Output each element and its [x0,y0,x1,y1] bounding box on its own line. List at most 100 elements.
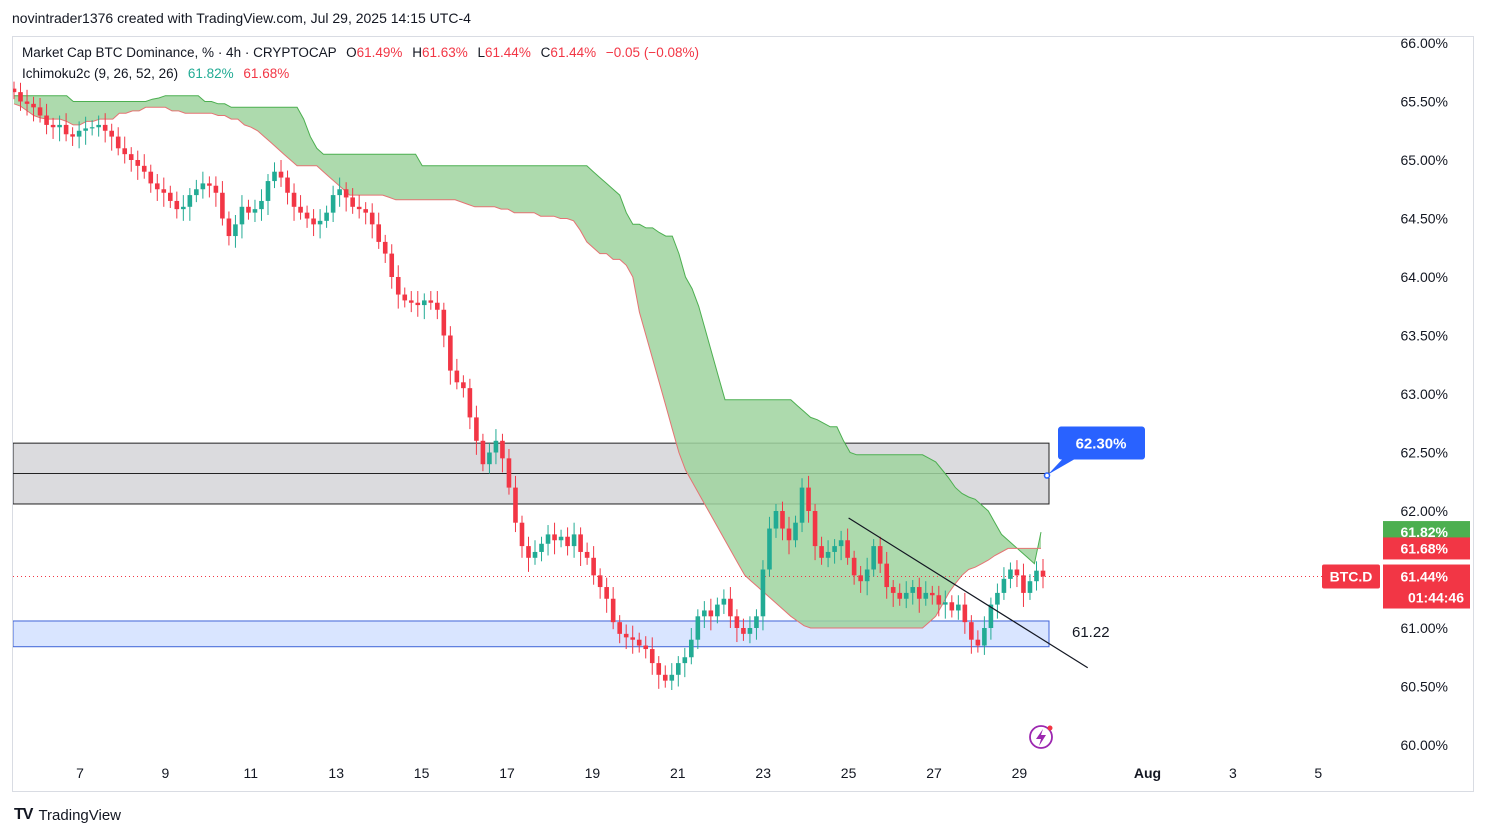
candle-body [89,127,95,129]
ohlc-open: 61.49% [356,45,403,60]
candle [799,478,805,533]
candle [662,665,668,688]
candle [675,656,681,687]
candle-body [474,417,479,441]
candle [923,581,929,606]
tradingview-footer[interactable]: TV TradingView [14,806,121,824]
candle-body [402,294,408,301]
candle [181,195,186,221]
candle [623,624,629,650]
candle-body [962,604,968,623]
price-change: −0.05 (−0.08%) [605,45,699,60]
candle [734,609,740,643]
candle [943,590,948,619]
candle-body [389,253,395,277]
candle [70,127,75,146]
candle-body [1001,578,1007,593]
candle-body [187,195,193,207]
candle [825,540,831,568]
ohlc-open-label: O [346,45,357,60]
candle [428,291,434,310]
candle [1040,558,1046,589]
candle-body [1040,570,1046,577]
candle [141,154,147,179]
candle [330,185,336,223]
candle-body [1027,581,1033,593]
x-tick-label: 9 [162,765,170,781]
candle-body [995,592,1000,605]
candle [76,121,82,149]
candle-body [1021,575,1026,593]
indicator-legend[interactable]: Ichimoku2c (9, 26, 52, 26) 61.82% 61.68% [22,66,289,81]
candle [656,656,662,689]
candle-body [128,154,134,160]
candle [754,609,759,640]
candle-body [376,224,382,242]
candle [148,164,154,193]
candle [780,501,785,541]
x-tick-label: 21 [670,765,686,781]
candle [747,616,753,644]
candle-body [929,592,935,596]
candle [597,568,603,599]
candle [272,162,277,189]
ohlc-close: 61.44% [550,45,597,60]
support-label: 61.22 [1072,624,1110,641]
candle-body [428,300,434,303]
candle-body [695,616,701,640]
candle [493,429,499,465]
candle-body [819,546,824,558]
candle-body [278,171,284,178]
candle [552,522,557,555]
candle [324,205,329,228]
candle-body [441,309,447,336]
candle-body [24,101,30,104]
candle-body [623,633,629,638]
candle [949,595,955,618]
candle [545,525,551,556]
candle [337,177,342,207]
candle-body [773,511,779,529]
candle-body [767,528,772,570]
lightning-icon-bolt [1036,729,1046,746]
candle [689,628,694,665]
candle-body [897,592,903,599]
ohlc-low: 61.44% [485,45,531,60]
cloud-span-a [14,95,1042,565]
x-tick-label: 11 [244,765,259,781]
y-tick-label: 60.00% [1401,737,1448,753]
candle [474,405,479,455]
candle [969,615,974,654]
candle-body [356,206,362,210]
candle-body [656,663,662,675]
candle-body [154,183,160,190]
candle [448,326,453,385]
candle-body [956,604,961,611]
candle [102,113,108,143]
candle [571,522,577,558]
candle-body [246,206,251,213]
candle [864,557,870,596]
candle-body [597,575,603,588]
candle-body [969,622,974,640]
candle-body [526,546,531,558]
x-tick-label: 19 [585,765,601,781]
symbol-badge [1322,564,1380,589]
candle-body [415,302,421,306]
symbol-legend[interactable]: Market Cap BTC Dominance, % · 4h · CRYPT… [22,45,699,60]
candle-body [350,197,355,207]
candle [669,663,675,691]
candle [526,536,531,572]
bar-countdown-label: 01:44:46 [1408,590,1464,606]
candle [604,577,609,613]
candle [890,580,896,607]
candle [715,597,720,624]
candle [350,188,355,214]
candle [154,174,160,201]
candle [793,515,798,548]
candle [871,539,876,577]
candle [558,529,564,548]
candle-body [220,192,225,219]
candle [995,583,1000,619]
